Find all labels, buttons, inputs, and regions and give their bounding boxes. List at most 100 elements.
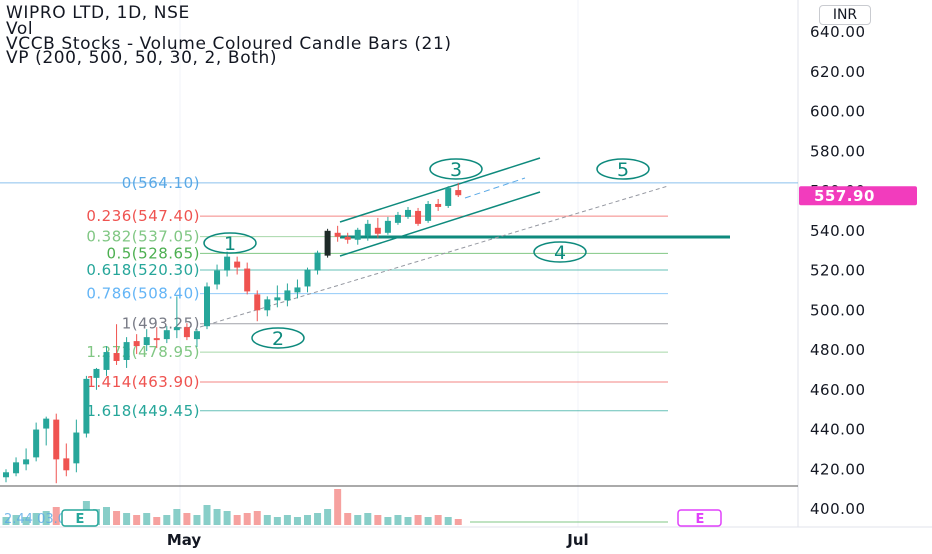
time-axis-label: May [167, 531, 202, 549]
candle-body [445, 188, 452, 206]
elliott-wave-marker [251, 327, 305, 349]
fib-level-label: 1.414(463.90) [86, 373, 200, 391]
channel-midline [464, 177, 526, 199]
candle-body [183, 327, 190, 338]
candle-body [455, 190, 462, 196]
channel-upper-line [339, 157, 541, 223]
earnings-badge-left-text: E [76, 512, 85, 527]
fib-level-label: 0.786(508.40) [86, 285, 200, 303]
volume-bar [454, 519, 462, 525]
volume-bar [143, 513, 151, 525]
volume-bar [22, 517, 30, 525]
volume-bar [32, 513, 40, 525]
candle-body [354, 229, 361, 240]
price-axis-tick-label: 400.00 [810, 500, 866, 518]
price-axis-tick-label: 480.00 [810, 341, 866, 359]
earnings-badge-right-text: E [696, 512, 705, 527]
volume-bar [113, 511, 121, 525]
earnings-badge-left [61, 509, 99, 527]
price-axis-tick-label: 540.00 [810, 222, 866, 240]
volume-bar [153, 517, 161, 525]
volume-bar [344, 513, 352, 525]
candle-body [204, 286, 210, 327]
price-axis-tick-label: 580.00 [810, 142, 866, 160]
candle-body [103, 352, 110, 370]
volume-bar [354, 515, 362, 525]
earnings-badge-right [677, 509, 722, 527]
candle-body [73, 432, 80, 464]
candle-body [294, 287, 301, 293]
price-axis-tick-label: 640.00 [810, 23, 866, 41]
candle-body [435, 203, 442, 207]
vccb-indicator-label[interactable]: VCCB Stocks - Volume Coloured Candle Bar… [6, 34, 452, 54]
candle-body [43, 418, 50, 429]
volume-bar [364, 513, 372, 525]
candle-body [224, 256, 231, 271]
volume-bar [374, 515, 382, 525]
volume-bar [103, 507, 110, 525]
candle-body [113, 353, 120, 361]
candle-body [33, 429, 40, 458]
candle-body [384, 220, 391, 233]
price-axis: 640.00620.00600.00580.00560.00540.00520.… [799, 23, 917, 518]
candle-body [344, 236, 351, 240]
price-axis-tick-label: 620.00 [810, 63, 866, 81]
fib-level-label: 1(493.25) [122, 315, 200, 333]
candle-body [53, 419, 60, 460]
candle-body [394, 214, 401, 223]
elliott-wave-label: 1 [224, 233, 236, 255]
last-price-badge [799, 186, 917, 206]
candle-body [153, 338, 160, 341]
candle-body [314, 252, 321, 271]
volume-indicator-label[interactable]: Vol [6, 19, 34, 39]
candle-body [214, 270, 221, 285]
candle-body [143, 337, 150, 346]
volume-bar [123, 513, 131, 525]
candle-body [415, 210, 422, 224]
candle-body [254, 294, 261, 311]
channel-lower-line [339, 191, 541, 257]
fib-level-label: 0.382(537.05) [86, 228, 200, 246]
trend-drawings [199, 157, 730, 328]
currency-button[interactable]: INR [819, 5, 871, 25]
candle-body [284, 290, 291, 301]
candle-body [274, 297, 281, 301]
candle-body [23, 459, 30, 465]
candle-body [264, 299, 271, 311]
volume-bar [253, 511, 261, 525]
fib-level-label: 0.618(520.30) [86, 261, 200, 279]
wave-labels: 1 2 3 4 5 [203, 158, 650, 350]
volume-bar [173, 509, 181, 525]
volume-bar [223, 511, 231, 525]
candle-body [405, 209, 411, 217]
candle-body [63, 458, 70, 471]
volume-bar [133, 515, 141, 525]
candle-body [374, 227, 381, 234]
volume-bar [2, 517, 10, 525]
price-axis-tick-label: 420.00 [810, 460, 866, 478]
volume-bar [163, 515, 171, 525]
candles [3, 182, 462, 484]
price-axis-tick-label: 440.00 [810, 421, 866, 439]
volume-bar [394, 515, 402, 525]
volume-bar [424, 517, 432, 525]
volume-bar [193, 515, 201, 525]
grid-layer [0, 0, 932, 528]
elliott-wave-label: 2 [272, 328, 284, 350]
volume-bar [283, 515, 291, 525]
candle-body [304, 269, 311, 287]
symbol-title: WIPRO LTD, 1D, NSE [6, 3, 190, 23]
dashed-support-trendline [199, 185, 669, 328]
volume-bar [334, 489, 342, 525]
candle-body [93, 368, 100, 378]
candle-body [173, 327, 180, 331]
price-axis-tick-label: 500.00 [810, 301, 866, 319]
fib-level-label: 1.618(449.45) [86, 402, 200, 420]
volume-bars: 2.44 03.05 E E [2, 489, 722, 527]
volume-bar [314, 513, 322, 525]
volume-bar [324, 509, 332, 525]
volume-profile-label[interactable]: VP (200, 500, 50, 30, 2, Both) [6, 48, 278, 68]
elliott-wave-marker [429, 158, 483, 180]
